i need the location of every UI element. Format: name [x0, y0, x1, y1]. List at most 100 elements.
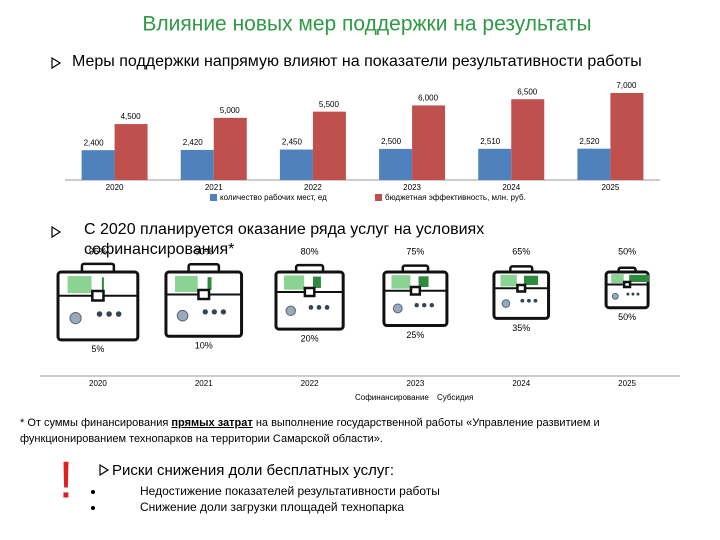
bar [511, 99, 545, 180]
bar [577, 148, 611, 180]
value-label: 5% [91, 344, 104, 354]
person-icon [96, 311, 103, 317]
safe-icon [501, 299, 511, 308]
value-label: 2,500 [381, 137, 402, 146]
bullet-text: Меры поддержки напрямую влияют на показа… [72, 53, 642, 70]
person-icon [422, 302, 427, 308]
subsidy-block [629, 274, 650, 282]
value-label: 50% [618, 312, 636, 322]
value-label: 4,500 [121, 112, 142, 121]
footnote-text: на выполнение государственной работы «Уп… [20, 417, 600, 445]
briefcase [604, 266, 650, 310]
safe-icon [69, 312, 82, 325]
person-icon [520, 298, 525, 303]
person-icon [211, 309, 217, 315]
subsidy-block [523, 275, 538, 285]
person-icon [636, 292, 640, 296]
safe-icon [392, 303, 403, 314]
x-tick-label: 2020 [106, 183, 124, 192]
safe-icon [611, 292, 619, 300]
bullet-arrows [51, 56, 110, 477]
x-tick-label: 2021 [195, 379, 213, 388]
value-label: 95% [89, 246, 107, 256]
bar [114, 124, 148, 180]
risk-item: Недостижение показателей результативност… [140, 484, 440, 498]
value-label: 2,520 [579, 137, 600, 146]
briefcase [492, 265, 551, 320]
person-icon [324, 305, 330, 310]
value-label: 80% [301, 246, 319, 256]
legend-swatch [210, 194, 217, 201]
subsidy-block [418, 276, 429, 287]
x-tick-label: 2023 [403, 183, 421, 192]
footnote-text: * От суммы финансирования [20, 417, 172, 429]
bar [478, 148, 512, 180]
person-icon [631, 292, 635, 296]
person-icon [526, 298, 531, 303]
value-label: 50% [618, 246, 636, 256]
risk-heading: Риски снижения доли бесплатных услуг: [112, 462, 394, 479]
legend-label: бюджетная эффективность, млн. руб. [385, 193, 526, 202]
value-label: 5,000 [220, 106, 241, 115]
legend-swatch [375, 194, 382, 201]
person-icon [414, 302, 419, 308]
bar [180, 149, 214, 180]
bar [412, 105, 446, 180]
bar [379, 148, 413, 180]
risk-mark: ! [59, 452, 73, 510]
cofinancing-block [175, 275, 198, 292]
bar [279, 149, 313, 180]
bar [610, 93, 644, 180]
slide-title: Влияние новых мер поддержки на результат… [142, 13, 591, 36]
value-label: 65% [512, 246, 530, 256]
briefcase [274, 263, 345, 331]
value-label: 10% [195, 341, 213, 351]
cofinancing-block [500, 274, 517, 287]
briefcase-lock [303, 286, 316, 298]
value-label: 75% [406, 246, 424, 256]
bar [312, 111, 346, 180]
subsidy-block [207, 277, 212, 290]
value-label: 2,510 [480, 137, 501, 146]
person-icon [316, 305, 322, 310]
x-tick-label: 2023 [407, 379, 425, 388]
legend-label: Софинансирование [355, 393, 429, 402]
briefcase-lock [622, 280, 632, 289]
briefcase [164, 263, 244, 338]
risk-item: Снижение доли загрузки площадей технопар… [140, 500, 404, 514]
value-label: 20% [301, 333, 319, 343]
person-icon [429, 302, 435, 308]
value-label: 25% [406, 330, 424, 340]
person-icon [626, 292, 630, 296]
person-icon [115, 311, 122, 317]
briefcase-lock [409, 285, 422, 296]
briefcase-lock [91, 289, 105, 302]
cofinancing-block [284, 275, 305, 290]
cofinancing-block [67, 276, 92, 294]
value-label: 2,420 [183, 138, 204, 147]
x-tick-label: 2025 [602, 183, 620, 192]
subsidy-block [312, 276, 321, 288]
person-icon [308, 305, 314, 310]
bullet-text: С 2020 планируется оказание ряда услуг н… [84, 221, 485, 258]
safe-icon [176, 309, 189, 322]
bullet-dot [91, 506, 95, 510]
legend-label: количество рабочих мест, ед [220, 193, 327, 202]
person-icon [202, 309, 208, 315]
footnote: * От суммы финансирования прямых затрат … [20, 415, 680, 447]
footnote-emphasis: прямых затрат [171, 417, 253, 429]
x-tick-label: 2024 [502, 183, 520, 192]
value-label: 2,450 [282, 138, 303, 147]
value-label: 35% [512, 323, 530, 333]
legend-label: Субсидия [437, 393, 473, 402]
briefcase-lock [197, 288, 211, 301]
x-tick-label: 2022 [304, 183, 322, 192]
value-label: 2,400 [84, 138, 105, 147]
x-tick-label: 2025 [618, 379, 636, 388]
value-label: 5,500 [319, 100, 340, 109]
briefcase-lock [516, 283, 527, 293]
value-label: 6,500 [517, 87, 538, 96]
x-tick-label: 2021 [205, 183, 223, 192]
